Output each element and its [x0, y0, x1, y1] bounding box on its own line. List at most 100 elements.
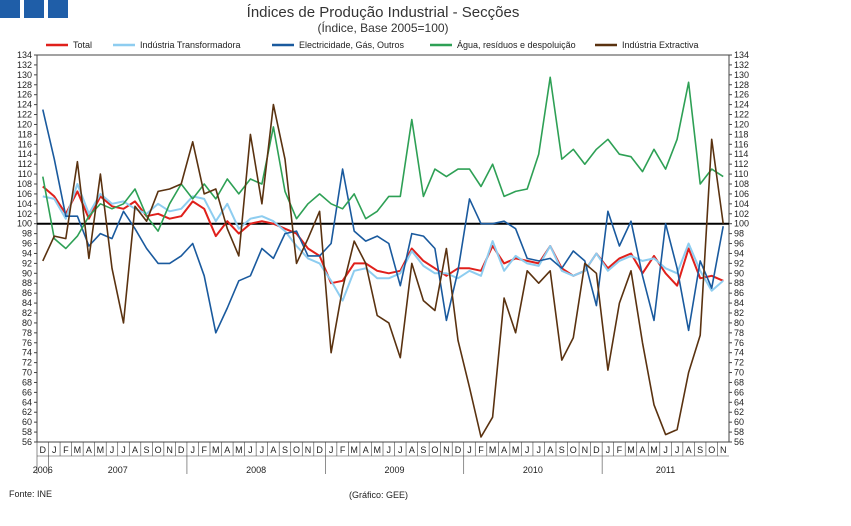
y-tick-label-right: 58	[734, 427, 744, 437]
y-tick-label-right: 64	[734, 397, 744, 407]
y-tick-label-left: 104	[17, 199, 32, 209]
y-tick-label-right: 56	[734, 437, 744, 447]
x-month-label: O	[708, 445, 715, 455]
x-month-label: M	[512, 445, 520, 455]
x-month-label: N	[166, 445, 173, 455]
x-month-label: O	[293, 445, 300, 455]
series-line-0	[42, 185, 724, 287]
y-tick-label-left: 62	[22, 407, 32, 417]
y-tick-label-left: 84	[22, 298, 32, 308]
y-tick-label-left: 126	[17, 90, 32, 100]
y-tick-label-right: 134	[734, 50, 749, 60]
series-line-4	[42, 103, 724, 438]
y-tick-label-right: 66	[734, 387, 744, 397]
y-tick-label-left: 68	[22, 377, 32, 387]
y-tick-label-right: 76	[734, 338, 744, 348]
legend-label: Electricidade, Gás, Outros	[299, 40, 405, 50]
y-tick-label-left: 98	[22, 229, 32, 239]
y-tick-label-left: 134	[17, 50, 32, 60]
y-tick-label-right: 72	[734, 358, 744, 368]
y-tick-label-right: 110	[734, 169, 748, 179]
x-month-label: J	[248, 445, 253, 455]
x-month-label: S	[282, 445, 288, 455]
x-month-label: M	[373, 445, 381, 455]
x-month-label: A	[639, 445, 645, 455]
y-tick-label-right: 86	[734, 288, 744, 298]
y-tick-label-left: 86	[22, 288, 32, 298]
y-tick-label-right: 98	[734, 229, 744, 239]
y-tick-label-right: 116	[734, 139, 748, 149]
y-tick-label-left: 82	[22, 308, 32, 318]
x-year-label: 2007	[108, 465, 128, 475]
series-line-1	[42, 183, 724, 302]
y-tick-label-left: 90	[22, 268, 32, 278]
y-tick-label-left: 132	[17, 60, 32, 70]
y-tick-label-right: 118	[734, 129, 748, 139]
y-tick-label-right: 78	[734, 328, 744, 338]
x-month-label: M	[627, 445, 635, 455]
y-tick-label-right: 100	[734, 219, 749, 229]
x-month-label: F	[617, 445, 623, 455]
x-month-label: J	[536, 445, 541, 455]
x-month-label: M	[489, 445, 497, 455]
y-tick-label-left: 70	[22, 368, 32, 378]
y-tick-label-left: 60	[22, 417, 32, 427]
y-tick-label-right: 84	[734, 298, 744, 308]
x-month-label: A	[132, 445, 138, 455]
y-axis-right: 5658606264666870727476788082848688909294…	[729, 50, 749, 447]
x-month-label: A	[224, 445, 230, 455]
y-tick-label-left: 116	[18, 139, 32, 149]
y-tick-label-left: 118	[18, 129, 32, 139]
x-month-label: O	[570, 445, 577, 455]
y-tick-label-right: 102	[734, 209, 749, 219]
chart-title: Índices de Produção Industrial - Secções	[247, 4, 520, 21]
x-month-label: N	[720, 445, 727, 455]
y-tick-label-right: 126	[734, 90, 749, 100]
x-month-label: A	[409, 445, 415, 455]
series-line-2	[42, 109, 724, 334]
x-month-label: A	[363, 445, 369, 455]
x-month-label: M	[350, 445, 358, 455]
x-month-label: J	[52, 445, 57, 455]
x-month-label: J	[467, 445, 472, 455]
x-year-label: 2011	[656, 465, 675, 475]
x-month-label: J	[110, 445, 115, 455]
series-group	[42, 76, 724, 438]
y-tick-label-left: 78	[22, 328, 32, 338]
x-month-label: M	[74, 445, 82, 455]
series-line-3	[42, 76, 724, 250]
y-tick-label-left: 92	[22, 258, 32, 268]
y-tick-label-left: 76	[22, 338, 32, 348]
x-month-label: M	[97, 445, 105, 455]
x-month-label: O	[431, 445, 438, 455]
y-tick-label-left: 56	[22, 437, 32, 447]
x-month-label: S	[697, 445, 703, 455]
y-tick-label-left: 58	[22, 427, 32, 437]
x-month-label: D	[316, 445, 323, 455]
y-tick-label-left: 106	[17, 189, 32, 199]
x-year-label: 2006	[33, 465, 53, 475]
x-month-label: F	[478, 445, 484, 455]
y-tick-label-right: 104	[734, 199, 749, 209]
y-tick-label-right: 128	[734, 80, 749, 90]
x-month-label: A	[270, 445, 276, 455]
y-tick-label-left: 96	[22, 239, 32, 249]
y-tick-label-right: 132	[734, 60, 749, 70]
source-note: Fonte: INE	[9, 489, 52, 499]
y-tick-label-right: 106	[734, 189, 749, 199]
y-axis-left: 5658606264666870727476788082848688909294…	[17, 50, 37, 447]
y-tick-label-left: 102	[17, 209, 32, 219]
y-tick-label-left: 122	[17, 110, 32, 120]
y-tick-label-right: 80	[734, 318, 744, 328]
chart-credit: (Gráfico: GEE)	[349, 490, 408, 500]
x-month-label: M	[650, 445, 658, 455]
x-year-label: 2009	[385, 465, 405, 475]
y-tick-label-right: 62	[734, 407, 744, 417]
x-month-label: A	[86, 445, 92, 455]
x-month-label: M	[235, 445, 243, 455]
y-tick-label-left: 72	[22, 358, 32, 368]
y-tick-label-right: 96	[734, 239, 744, 249]
y-tick-label-left: 88	[22, 278, 32, 288]
x-year-label: 2008	[246, 465, 266, 475]
